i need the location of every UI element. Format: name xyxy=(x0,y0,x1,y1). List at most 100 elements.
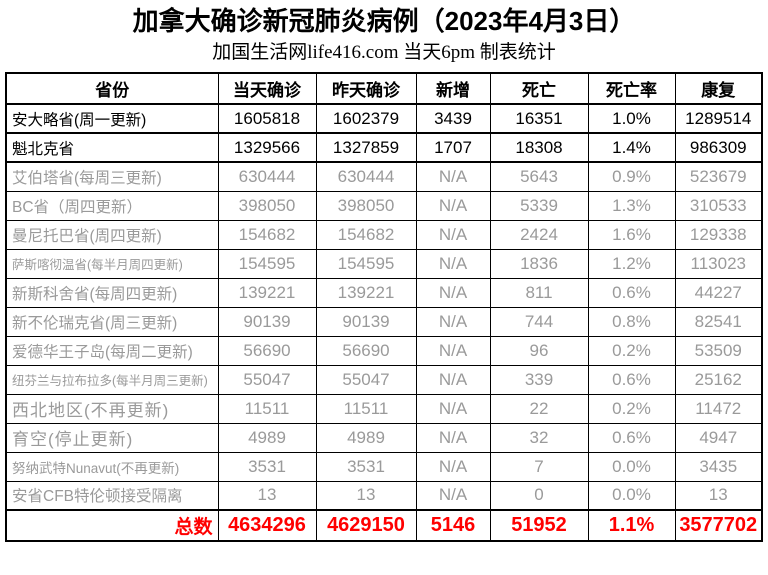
column-header-yesterday-confirmed: 昨天确诊 xyxy=(315,72,417,105)
cell-death-rate: 1.4% xyxy=(587,132,676,163)
table-row: 安大略省(周一更新) 1605818 1602379 3439 16351 1.0% 128… xyxy=(5,103,763,134)
column-header-new-cases: 新增 xyxy=(415,72,491,105)
cell-province: BC省（周四更新） xyxy=(5,190,219,221)
cell-new-cases: N/A xyxy=(415,422,491,453)
total-recovered: 3577702 xyxy=(674,509,763,542)
cell-province: 育空(停止更新) xyxy=(5,422,219,453)
cell-death-rate: 0.0% xyxy=(587,451,676,482)
table-row: 艾伯塔省(每周三更新) 630444 630444 N/A 5643 0.9% 523679 xyxy=(5,161,763,192)
cell-yesterday-confirmed: 11511 xyxy=(315,393,417,424)
cell-recovered: 4947 xyxy=(674,422,763,453)
cell-today-confirmed: 154682 xyxy=(217,219,317,250)
total-today-confirmed: 4634296 xyxy=(217,509,317,542)
cell-province: 萨斯喀彻温省(每半月周四更新) xyxy=(5,248,219,279)
cell-today-confirmed: 13 xyxy=(217,480,317,511)
cell-deaths: 5643 xyxy=(489,161,589,192)
cell-recovered: 1289514 xyxy=(674,103,763,134)
cell-province: 安大略省(周一更新) xyxy=(5,103,219,134)
header-row: 省份 当天确诊 昨天确诊 新增 死亡 死亡率 康复 xyxy=(5,72,763,105)
total-new-cases: 5146 xyxy=(415,509,491,542)
cell-new-cases: N/A xyxy=(415,480,491,511)
cell-new-cases: N/A xyxy=(415,219,491,250)
page-title: 加拿大确诊新冠肺炎病例（2023年4月3日） xyxy=(132,6,636,36)
column-header-province: 省份 xyxy=(5,72,219,105)
cell-province: 努纳武特Nunavut(不再更新) xyxy=(5,451,219,482)
cell-deaths: 96 xyxy=(489,335,589,366)
cell-death-rate: 0.8% xyxy=(587,306,676,337)
cell-new-cases: 1707 xyxy=(415,132,491,163)
cell-recovered: 25162 xyxy=(674,364,763,395)
cell-yesterday-confirmed: 1602379 xyxy=(315,103,417,134)
cell-death-rate: 1.3% xyxy=(587,190,676,221)
table-row: 曼尼托巴省(周四更新) 154682 154682 N/A 2424 1.6% 129338 xyxy=(5,219,763,250)
table-footer: 总数 4634296 4629150 5146 51952 1.1% 3577702 xyxy=(5,509,763,542)
cell-yesterday-confirmed: 154682 xyxy=(315,219,417,250)
cell-recovered: 44227 xyxy=(674,277,763,308)
cell-death-rate: 0.6% xyxy=(587,422,676,453)
cell-deaths: 2424 xyxy=(489,219,589,250)
cell-deaths: 811 xyxy=(489,277,589,308)
column-header-today-confirmed: 当天确诊 xyxy=(217,72,317,105)
cell-recovered: 53509 xyxy=(674,335,763,366)
cell-today-confirmed: 4989 xyxy=(217,422,317,453)
cell-today-confirmed: 90139 xyxy=(217,306,317,337)
cell-yesterday-confirmed: 154595 xyxy=(315,248,417,279)
cell-yesterday-confirmed: 13 xyxy=(315,480,417,511)
cell-yesterday-confirmed: 630444 xyxy=(315,161,417,192)
cell-deaths: 22 xyxy=(489,393,589,424)
table-row: 爱德华王子岛(每周二更新) 56690 56690 N/A 96 0.2% 53509 xyxy=(5,335,763,366)
table-row: 西北地区(不再更新) 11511 11511 N/A 22 0.2% 11472 xyxy=(5,393,763,424)
cell-death-rate: 0.9% xyxy=(587,161,676,192)
cell-recovered: 129338 xyxy=(674,219,763,250)
cell-new-cases: N/A xyxy=(415,451,491,482)
table-row: 安省CFB特伦顿接受隔离 13 13 N/A 0 0.0% 13 xyxy=(5,480,763,511)
cell-death-rate: 1.6% xyxy=(587,219,676,250)
cell-deaths: 16351 xyxy=(489,103,589,134)
cell-death-rate: 0.6% xyxy=(587,277,676,308)
cell-province: 安省CFB特伦顿接受隔离 xyxy=(5,480,219,511)
cell-province: 新不伦瑞克省(周三更新) xyxy=(5,306,219,337)
cell-yesterday-confirmed: 90139 xyxy=(315,306,417,337)
column-header-death-rate: 死亡率 xyxy=(587,72,676,105)
cell-deaths: 0 xyxy=(489,480,589,511)
table-row: 纽芬兰与拉布拉多(每半月周三更新) 55047 55047 N/A 339 0.6% 251… xyxy=(5,364,763,395)
covid-stats-table: 省份 当天确诊 昨天确诊 新增 死亡 死亡率 康复 安大略省(周一更新) 1605818 160… xyxy=(5,72,763,542)
cell-death-rate: 0.6% xyxy=(587,364,676,395)
cell-deaths: 32 xyxy=(489,422,589,453)
cell-province: 爱德华王子岛(每周二更新) xyxy=(5,335,219,366)
cell-new-cases: N/A xyxy=(415,335,491,366)
total-row: 总数 4634296 4629150 5146 51952 1.1% 3577702 xyxy=(5,509,763,542)
table-body: 安大略省(周一更新) 1605818 1602379 3439 16351 1.0% 128… xyxy=(5,103,763,511)
table-row: BC省（周四更新） 398050 398050 N/A 5339 1.3% 310533 xyxy=(5,190,763,221)
cell-yesterday-confirmed: 56690 xyxy=(315,335,417,366)
cell-new-cases: N/A xyxy=(415,277,491,308)
cell-province: 曼尼托巴省(周四更新) xyxy=(5,219,219,250)
cell-recovered: 11472 xyxy=(674,393,763,424)
page: 加拿大确诊新冠肺炎病例（2023年4月3日） 加国生活网life416.com … xyxy=(0,5,768,542)
cell-today-confirmed: 55047 xyxy=(217,364,317,395)
cell-today-confirmed: 1329566 xyxy=(217,132,317,163)
cell-province: 西北地区(不再更新) xyxy=(5,393,219,424)
cell-yesterday-confirmed: 4989 xyxy=(315,422,417,453)
total-death-rate: 1.1% xyxy=(587,509,676,542)
cell-province: 新斯科舍省(每周四更新) xyxy=(5,277,219,308)
cell-deaths: 1836 xyxy=(489,248,589,279)
table-row: 努纳武特Nunavut(不再更新) 3531 3531 N/A 7 0.0% 3435 xyxy=(5,451,763,482)
column-header-deaths: 死亡 xyxy=(489,72,589,105)
cell-new-cases: N/A xyxy=(415,190,491,221)
cell-deaths: 5339 xyxy=(489,190,589,221)
cell-death-rate: 1.0% xyxy=(587,103,676,134)
cell-deaths: 7 xyxy=(489,451,589,482)
cell-yesterday-confirmed: 398050 xyxy=(315,190,417,221)
table-row: 新斯科舍省(每周四更新) 139221 139221 N/A 811 0.6% 44227 xyxy=(5,277,763,308)
cell-new-cases: N/A xyxy=(415,393,491,424)
total-label: 总数 xyxy=(5,509,219,542)
cell-province: 纽芬兰与拉布拉多(每半月周三更新) xyxy=(5,364,219,395)
cell-yesterday-confirmed: 55047 xyxy=(315,364,417,395)
page-subtitle: 加国生活网life416.com 当天6pm 制表统计 xyxy=(212,42,556,63)
cell-yesterday-confirmed: 1327859 xyxy=(315,132,417,163)
cell-deaths: 339 xyxy=(489,364,589,395)
cell-death-rate: 0.2% xyxy=(587,393,676,424)
cell-new-cases: N/A xyxy=(415,306,491,337)
cell-province: 艾伯塔省(每周三更新) xyxy=(5,161,219,192)
